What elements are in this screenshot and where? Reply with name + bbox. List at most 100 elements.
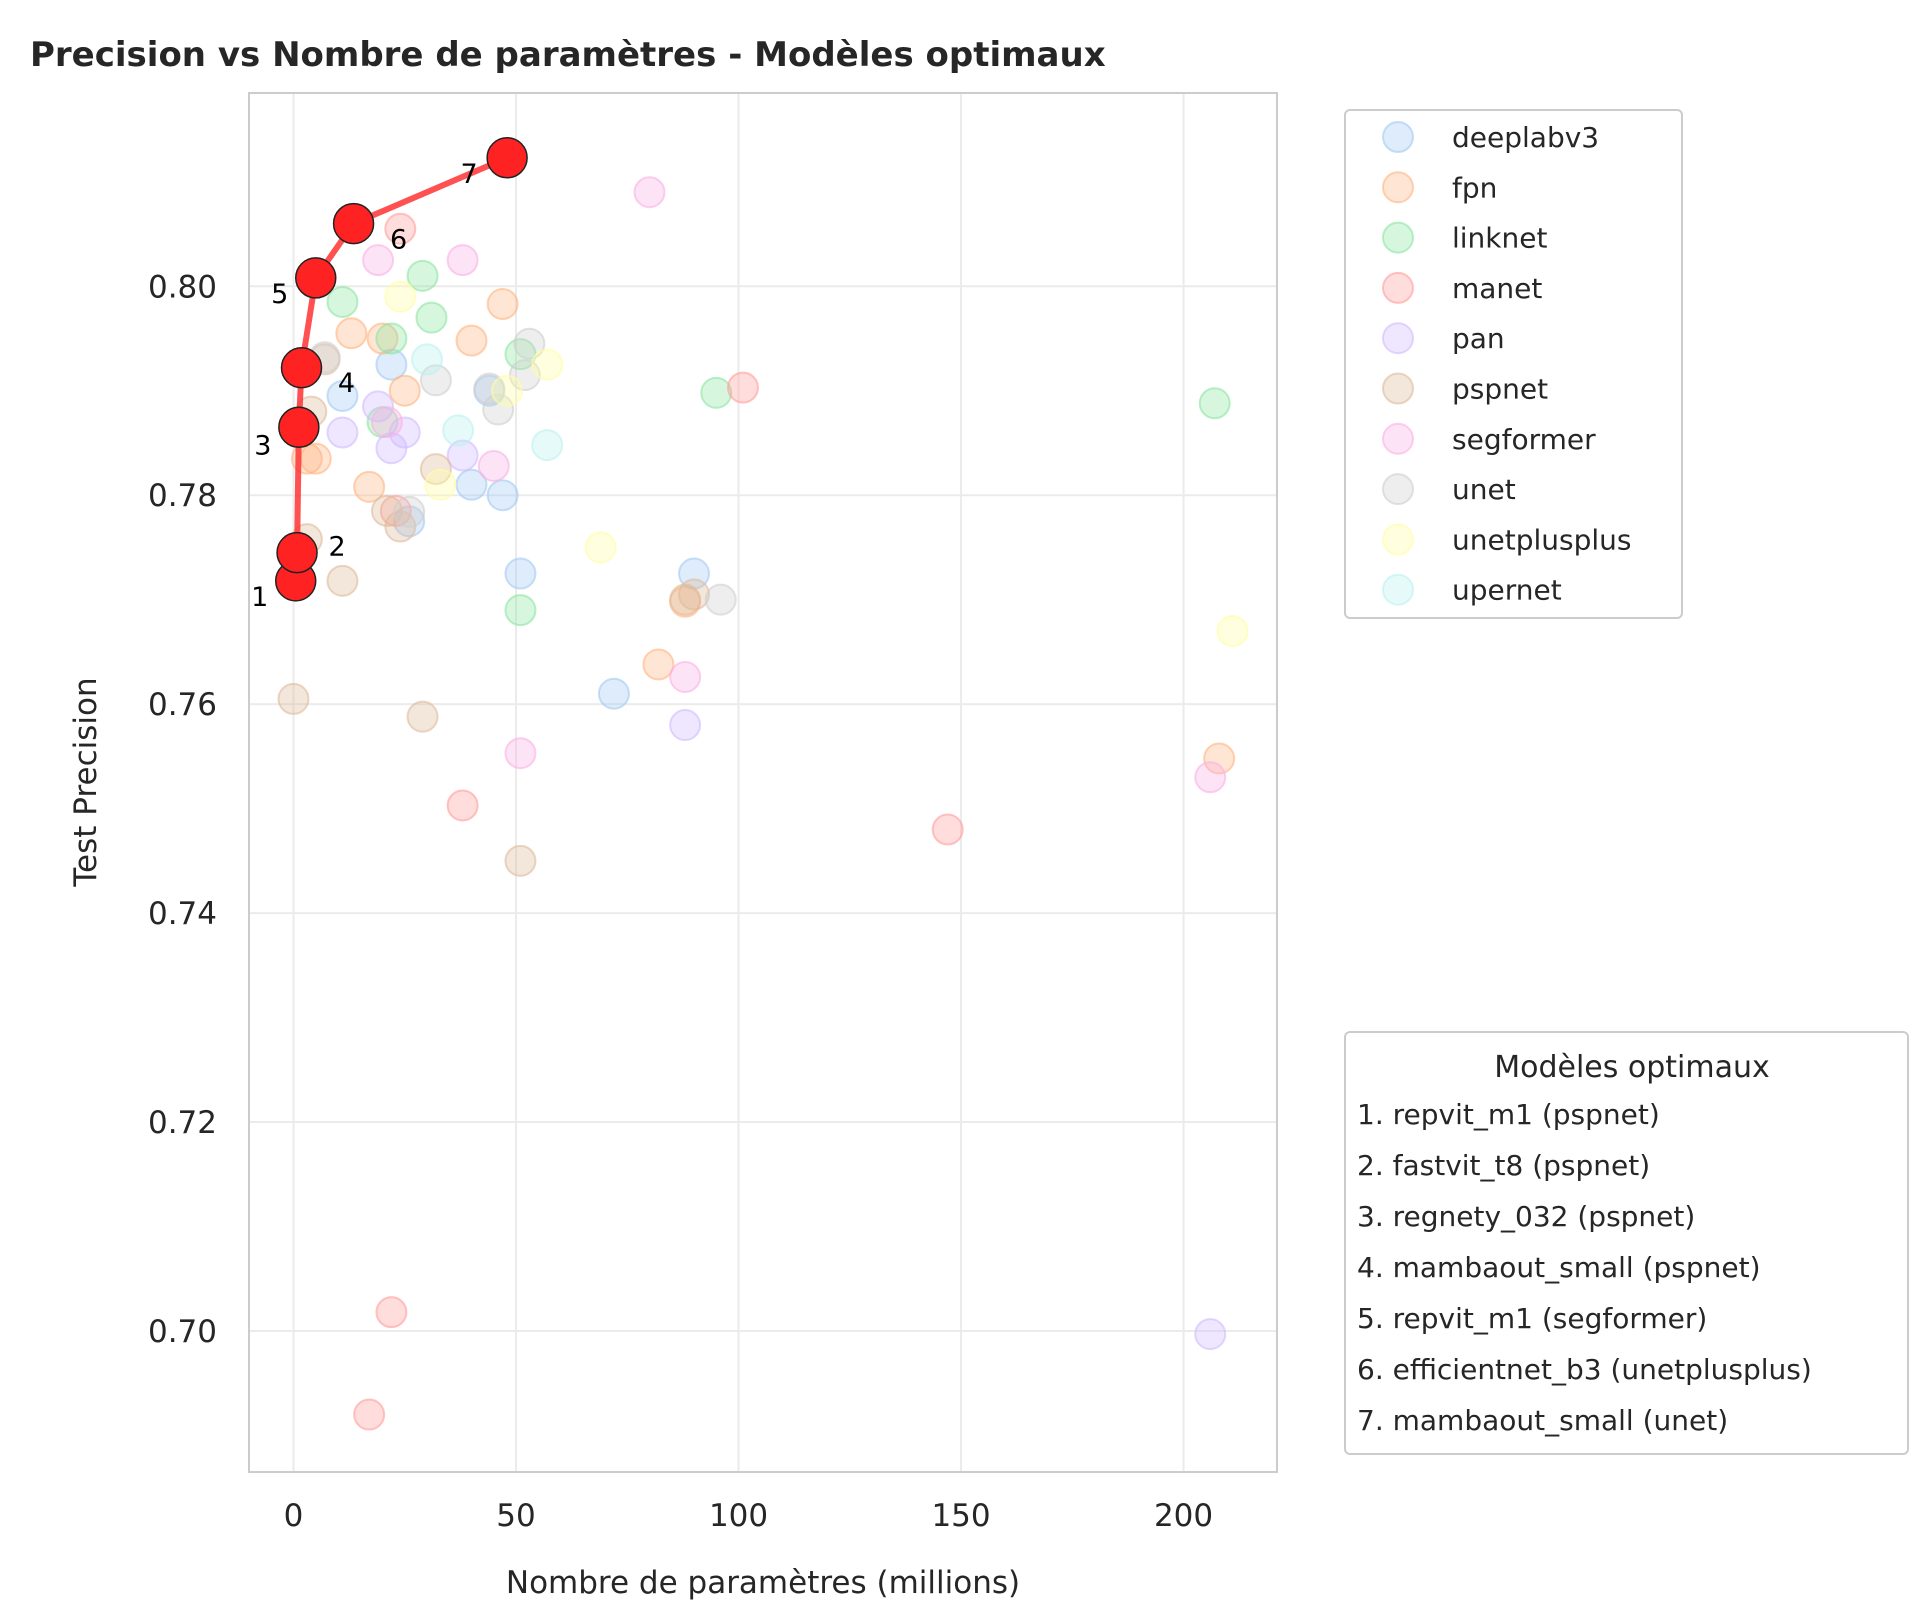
legend-marker-pan: [1382, 322, 1414, 355]
data-point-unetplusplus: [384, 280, 417, 313]
chart-title: Precision vs Nombre de paramètres - Modè…: [30, 35, 1106, 75]
y-axis-label: Test Precision: [68, 677, 104, 887]
legend-label-unetplusplus: unetplusplus: [1452, 523, 1631, 556]
data-point-fpn: [642, 648, 675, 681]
data-point-unetplusplus: [584, 531, 617, 564]
data-point-pspnet: [669, 583, 702, 616]
data-point-unet: [704, 583, 737, 616]
plot-area: 1 2 3 4 5 6 7: [248, 92, 1278, 1473]
legend-marker-unet: [1382, 473, 1414, 506]
data-point-unetplusplus: [424, 468, 457, 501]
data-point-deeplabv3: [455, 468, 488, 501]
legend-marker-segformer: [1382, 422, 1414, 455]
data-point-linknet: [1198, 387, 1231, 420]
data-point-pspnet: [678, 578, 711, 611]
optimal-legend-entry: 3. regnety_032 (pspnet): [1357, 1200, 1695, 1233]
data-point-segformer: [446, 244, 479, 277]
legend-frame: [1344, 109, 1683, 619]
y-tick-label: 0.78: [148, 478, 217, 514]
data-point-fpn: [1203, 742, 1236, 775]
data-point-fpn: [486, 288, 519, 321]
data-point-unetplusplus: [1216, 615, 1249, 648]
data-point-deeplabv3: [597, 677, 630, 710]
legend-marker-unetplusplus: [1382, 523, 1414, 556]
legend-label-upernet: upernet: [1452, 574, 1562, 607]
x-tick-label: 50: [496, 1498, 535, 1534]
data-point-manet: [375, 1296, 408, 1329]
y-tick-label: 0.70: [148, 1314, 217, 1350]
optimal-point-rank: 6: [390, 225, 407, 256]
x-tick-label: 150: [931, 1498, 990, 1534]
legend-label-fpn: fpn: [1452, 171, 1497, 204]
legend-marker-linknet: [1382, 221, 1414, 254]
data-point-segformer: [477, 449, 510, 482]
data-point-manet: [726, 371, 759, 404]
data-point-manet: [446, 789, 479, 822]
legend-marker-fpn: [1382, 171, 1414, 204]
legend-label-manet: manet: [1452, 272, 1542, 305]
data-point-linknet: [415, 301, 448, 334]
x-axis-label: Nombre de paramètres (millions): [506, 1565, 1020, 1601]
optimal-point: [278, 406, 320, 449]
data-point-pan: [388, 416, 421, 449]
series-layer: [277, 176, 1249, 1431]
data-point-manet: [931, 813, 964, 846]
plot-background: [249, 93, 1277, 1472]
optimal-point-rank: 5: [271, 279, 288, 310]
legend-label-pspnet: pspnet: [1452, 373, 1548, 406]
data-point-fpn: [366, 322, 399, 355]
legend-marker-manet: [1382, 271, 1414, 304]
data-point-fpn: [388, 374, 421, 407]
optimal-legend-entry: 2. fastvit_t8 (pspnet): [1357, 1149, 1650, 1182]
y-axis-ticks: 0.70 0.72 0.74 0.76 0.78 0.80: [148, 269, 217, 1350]
data-point-pspnet: [277, 682, 310, 715]
data-point-segformer: [633, 176, 666, 209]
legend-marker-upernet: [1382, 573, 1414, 606]
data-point-pspnet: [504, 844, 537, 877]
y-tick-label: 0.80: [148, 269, 217, 305]
data-point-pan: [669, 709, 702, 742]
y-tick-label: 0.72: [148, 1105, 217, 1141]
data-point-linknet: [700, 376, 733, 409]
data-point-upernet: [531, 429, 564, 462]
data-point-manet: [384, 212, 417, 245]
data-point-pan: [326, 416, 359, 449]
x-tick-label: 0: [284, 1498, 304, 1534]
data-point-deeplabv3: [326, 379, 359, 412]
optimal-legend-entry: 6. efficientnet_b3 (unetplusplus): [1357, 1353, 1812, 1386]
optimal-point-rank: 1: [251, 582, 268, 613]
data-point-fpn: [455, 324, 488, 357]
data-point-fpn: [335, 317, 368, 350]
data-point-deeplabv3: [486, 479, 519, 512]
optimal-legend-title: Modèles optimaux: [1494, 1050, 1770, 1085]
legend-items: deeplabv3 fpn linknet manet pan pspnet segform…: [1382, 121, 1631, 607]
data-point-unet: [393, 495, 426, 528]
data-point-segformer: [669, 660, 702, 693]
data-point-unet: [482, 393, 515, 426]
y-tick-label: 0.76: [148, 687, 217, 723]
data-point-pspnet: [326, 564, 359, 597]
x-axis-ticks: 0 50 100 150 200: [284, 1498, 1213, 1534]
data-point-segformer: [370, 406, 403, 439]
data-point-linknet: [504, 594, 537, 627]
data-point-segformer: [504, 737, 537, 770]
optimal-models-legend: Modèles optimaux 1. repvit_m1 (pspnet) 2.…: [1344, 1031, 1909, 1455]
data-point-linknet: [406, 259, 439, 292]
optimal-legend-frame: [1344, 1031, 1909, 1455]
data-point-pspnet: [406, 700, 439, 733]
optimal-legend-entry: 5. repvit_m1 (segformer): [1357, 1302, 1707, 1335]
optimal-point: [280, 347, 323, 389]
data-point-fpn: [353, 470, 386, 503]
optimal-legend-entry: 1. repvit_m1 (pspnet): [1357, 1098, 1660, 1131]
data-point-unetplusplus: [531, 348, 564, 381]
legend-marker-deeplabv3: [1382, 121, 1414, 153]
optimal-point-rank: 3: [254, 430, 271, 461]
optimal-point: [276, 531, 318, 574]
optimal-point: [295, 257, 337, 299]
optimal-point-rank: 7: [461, 159, 478, 190]
data-point-unetplusplus: [491, 374, 524, 407]
data-point-pan: [1194, 1318, 1227, 1351]
data-point-linknet: [375, 322, 408, 355]
data-point-fpn: [299, 442, 332, 475]
